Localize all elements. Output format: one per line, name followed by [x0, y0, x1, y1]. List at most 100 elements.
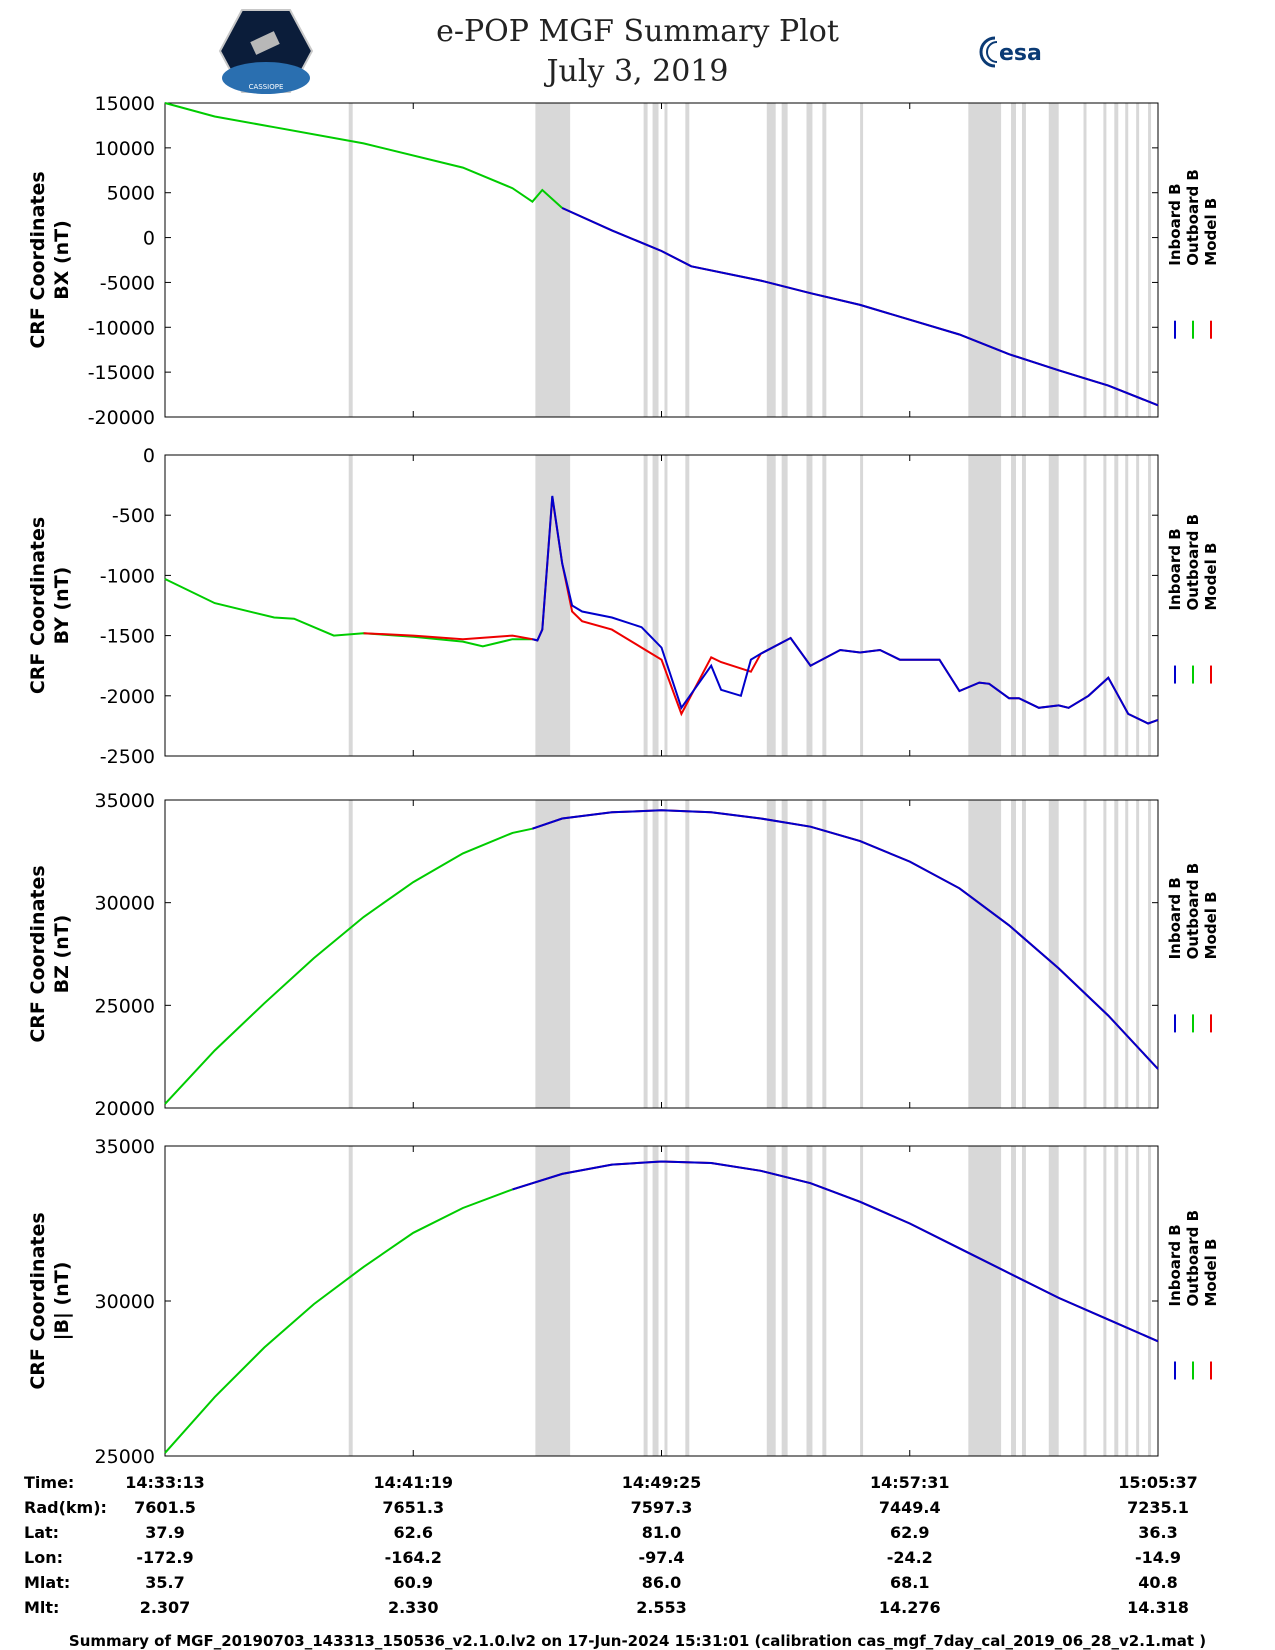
legend-entry: Model B — [1202, 198, 1220, 266]
shaded-interval — [1125, 1146, 1129, 1456]
shaded-interval — [860, 455, 864, 756]
y-axis-label-line1: CRF Coordinates — [27, 865, 49, 1042]
plot-frame — [164, 799, 1159, 1109]
shaded-interval — [1125, 103, 1129, 417]
shaded-interval — [1114, 103, 1119, 417]
shaded-interval — [860, 800, 864, 1108]
legend-label: Model B — [1202, 1239, 1220, 1307]
shaded-interval — [643, 800, 648, 1108]
plot-frame — [164, 102, 1159, 418]
info-row-label: Mlat: — [24, 1573, 70, 1592]
legend-label: Inboard B — [1166, 877, 1184, 959]
legend-label: Inboard B — [1166, 1224, 1184, 1306]
shaded-interval — [348, 1146, 353, 1456]
cassiope-logo-text: CASSIOPE — [249, 83, 284, 91]
shaded-interval — [1083, 800, 1087, 1108]
shaded-interval — [1083, 455, 1087, 756]
cassiope-logo: CASSIOPE — [218, 9, 314, 94]
y-tick-label: 35000 — [95, 790, 155, 812]
shaded-interval — [1114, 800, 1119, 1108]
info-cell: -24.2 — [887, 1548, 933, 1567]
y-tick-label: -500 — [112, 505, 155, 527]
shaded-interval — [1114, 1146, 1119, 1456]
legend-label: Inboard B — [1166, 183, 1184, 265]
shaded-interval — [766, 103, 776, 417]
y-tick-label: -20000 — [88, 407, 155, 429]
shaded-interval — [664, 455, 668, 756]
shaded-interval — [535, 1146, 571, 1456]
y-axis-label-line2: |B| (nT) — [51, 1262, 73, 1341]
shaded-interval — [652, 103, 659, 417]
shaded-interval — [1148, 1146, 1152, 1456]
shaded-interval — [968, 455, 1002, 756]
info-cell: -164.2 — [385, 1548, 442, 1567]
shaded-interval — [685, 103, 690, 417]
shaded-interval — [664, 103, 668, 417]
info-row-label: Rad(km): — [24, 1498, 107, 1517]
info-cell: 62.9 — [890, 1523, 929, 1542]
info-cell: 81.0 — [642, 1523, 681, 1542]
info-row-label: Mlt: — [24, 1598, 59, 1617]
plot-frame — [164, 1145, 1159, 1457]
legend-entry: Outboard B — [1184, 169, 1202, 266]
series-line-outboard — [164, 578, 533, 648]
esa-logo-text: esa — [999, 41, 1042, 66]
shaded-interval — [1021, 1146, 1026, 1456]
y-tick-label: 0 — [143, 445, 155, 467]
y-tick-label: -10000 — [88, 317, 155, 339]
info-cell: 62.6 — [394, 1523, 433, 1542]
info-cell: -14.9 — [1135, 1548, 1181, 1567]
shaded-interval — [1103, 103, 1107, 417]
legend-entry: Model B — [1202, 543, 1220, 611]
shaded-interval — [1048, 800, 1059, 1108]
shaded-interval — [1136, 455, 1140, 756]
legend-entry: Outboard B — [1184, 514, 1202, 611]
series-line-inboard — [532, 809, 1159, 1070]
legend-entry: Inboard B — [1166, 183, 1184, 265]
shaded-interval — [652, 455, 659, 756]
shaded-interval — [348, 103, 353, 417]
y-axis-label: CRF Coordinates |B| (nT) — [27, 1212, 73, 1389]
series-line-outboard — [164, 102, 563, 209]
y-axis-label-line2: BX (nT) — [51, 220, 73, 300]
legend-entry: Outboard B — [1184, 863, 1202, 960]
legend-label: Outboard B — [1184, 514, 1202, 611]
series-line-outboard — [164, 827, 533, 1105]
series-line-model — [363, 496, 1159, 725]
shaded-interval — [1103, 455, 1107, 756]
shaded-interval — [652, 800, 659, 1108]
shaded-interval — [1148, 455, 1152, 756]
shaded-interval — [1021, 103, 1026, 417]
shaded-interval — [766, 1146, 776, 1456]
info-cell: 14.276 — [879, 1598, 941, 1617]
y-axis-label-line1: CRF Coordinates — [27, 171, 49, 348]
info-cell: 68.1 — [890, 1573, 929, 1592]
legend-label: Model B — [1202, 543, 1220, 611]
shaded-interval — [806, 1146, 813, 1456]
info-cell: 36.3 — [1138, 1523, 1177, 1542]
legend-entry: Inboard B — [1166, 528, 1184, 610]
legend-entry: Inboard B — [1166, 1224, 1184, 1306]
info-cell: 7235.1 — [1127, 1498, 1189, 1517]
shaded-interval — [1083, 1146, 1087, 1456]
legend-label: Outboard B — [1184, 1210, 1202, 1307]
y-tick-label: 30000 — [95, 1291, 155, 1313]
series-line-model — [532, 809, 1159, 1070]
legend-label: Outboard B — [1184, 863, 1202, 960]
y-tick-label: -5000 — [100, 272, 155, 294]
shaded-interval — [1011, 103, 1017, 417]
shaded-interval — [822, 103, 827, 417]
info-cell: 2.307 — [140, 1598, 191, 1617]
y-tick-label: 15000 — [95, 93, 155, 115]
shaded-interval — [643, 1146, 648, 1456]
info-row-label: Lon: — [24, 1548, 63, 1567]
shaded-interval — [652, 1146, 659, 1456]
y-axis-label: CRF Coordinates BY (nT) — [27, 517, 73, 694]
legend-label: Inboard B — [1166, 528, 1184, 610]
shaded-interval — [348, 455, 353, 756]
shaded-interval — [806, 455, 813, 756]
shaded-interval — [685, 1146, 690, 1456]
y-tick-label: 20000 — [95, 1098, 155, 1120]
y-axis-label: CRF Coordinates BZ (nT) — [27, 865, 73, 1042]
